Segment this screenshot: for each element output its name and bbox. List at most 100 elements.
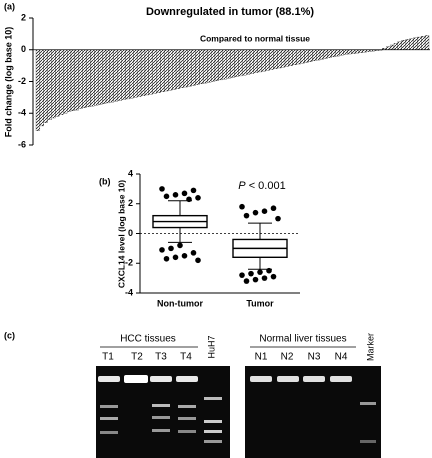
bar — [245, 49, 251, 75]
bar — [90, 49, 95, 107]
outlier — [239, 272, 245, 278]
y-tick-label: 2 — [128, 198, 133, 208]
outlier — [252, 276, 259, 283]
bar — [351, 49, 356, 54]
lane-label: T4 — [180, 352, 192, 363]
bar — [354, 49, 360, 54]
bar — [59, 49, 64, 115]
outlier — [275, 215, 281, 222]
outlier — [195, 257, 201, 264]
bar — [67, 49, 72, 112]
bar — [214, 49, 220, 81]
bar — [140, 49, 146, 96]
panel-label: (b) — [99, 176, 111, 186]
bar — [175, 49, 181, 89]
bar — [148, 49, 153, 95]
outlier — [186, 196, 192, 203]
bar — [331, 49, 336, 58]
lane-label: T1 — [102, 352, 114, 363]
bar — [98, 49, 103, 105]
lane-label: N4 — [335, 352, 348, 363]
bar — [94, 49, 99, 106]
bar — [281, 49, 286, 68]
bar — [421, 36, 426, 50]
bar — [105, 49, 111, 104]
bar — [335, 49, 340, 57]
bar — [230, 49, 235, 78]
bar — [277, 49, 282, 69]
bar — [109, 49, 114, 103]
bar — [386, 46, 391, 50]
y-tick-label: -4 — [125, 287, 133, 297]
outlier — [190, 187, 197, 194]
bar — [156, 49, 161, 93]
bar — [397, 41, 402, 50]
gel-bands — [98, 375, 222, 443]
gel-bands — [250, 376, 376, 443]
bar — [284, 49, 290, 67]
bar — [78, 49, 83, 109]
panel-label: (c) — [4, 330, 15, 340]
bar — [339, 49, 344, 56]
lane-label: N1 — [255, 352, 268, 363]
outlier — [181, 253, 188, 259]
y-axis-label: CXCL14 level (log base 10) — [116, 180, 126, 288]
outlier — [172, 254, 179, 261]
x-tick-label: Tumor — [246, 298, 274, 308]
bar — [210, 49, 216, 82]
bar — [409, 38, 414, 50]
outlier — [243, 212, 250, 219]
bar — [195, 49, 200, 85]
bar — [257, 49, 262, 73]
bar — [113, 49, 118, 102]
bar — [347, 49, 352, 55]
bar — [249, 49, 255, 74]
outlier — [168, 245, 174, 252]
outlier — [159, 247, 165, 253]
bar — [47, 49, 52, 120]
group-title: HCC tissues — [120, 334, 176, 345]
bar — [343, 49, 348, 55]
bar — [265, 49, 270, 71]
outlier — [190, 250, 197, 256]
annotation: Compared to normal tissue — [200, 33, 310, 43]
y-tick-label: -2 — [18, 76, 26, 86]
bar — [269, 49, 274, 70]
bar — [102, 49, 107, 104]
bar — [43, 49, 48, 123]
lane-label: N2 — [281, 352, 294, 363]
bar — [199, 49, 204, 85]
bar — [358, 49, 363, 53]
outlier — [257, 269, 263, 275]
annotation-text: < 0.001 — [249, 180, 286, 192]
y-axis-label: Fold change (log base 10) — [3, 27, 13, 138]
lane-label: N3 — [308, 352, 321, 363]
chart-title: Downregulated in tumor (88.1%) — [146, 6, 314, 18]
outlier — [177, 242, 183, 249]
bar — [401, 40, 406, 50]
lane-label: T2 — [131, 352, 143, 363]
bar — [172, 49, 177, 90]
bar — [183, 49, 188, 88]
bar — [319, 49, 325, 60]
bar — [63, 49, 68, 114]
outlier — [163, 255, 170, 262]
outlier — [172, 192, 179, 198]
bar — [424, 35, 430, 50]
y-tick-label: 0 — [128, 228, 133, 238]
bar — [51, 49, 56, 119]
outlier — [243, 278, 250, 284]
bar — [144, 49, 149, 96]
bar — [323, 49, 328, 59]
bar — [129, 49, 134, 99]
bar — [296, 49, 301, 65]
bar — [273, 49, 278, 69]
outlier — [181, 190, 188, 197]
bar — [405, 39, 410, 50]
y-tick-label: 4 — [128, 168, 133, 178]
bar — [312, 49, 317, 61]
lane-label: HuH7 — [206, 335, 216, 358]
bar — [393, 43, 398, 50]
gel-panel: (c) HCC tissues Normal liver tissues T1 … — [4, 330, 381, 458]
bar — [187, 49, 192, 87]
